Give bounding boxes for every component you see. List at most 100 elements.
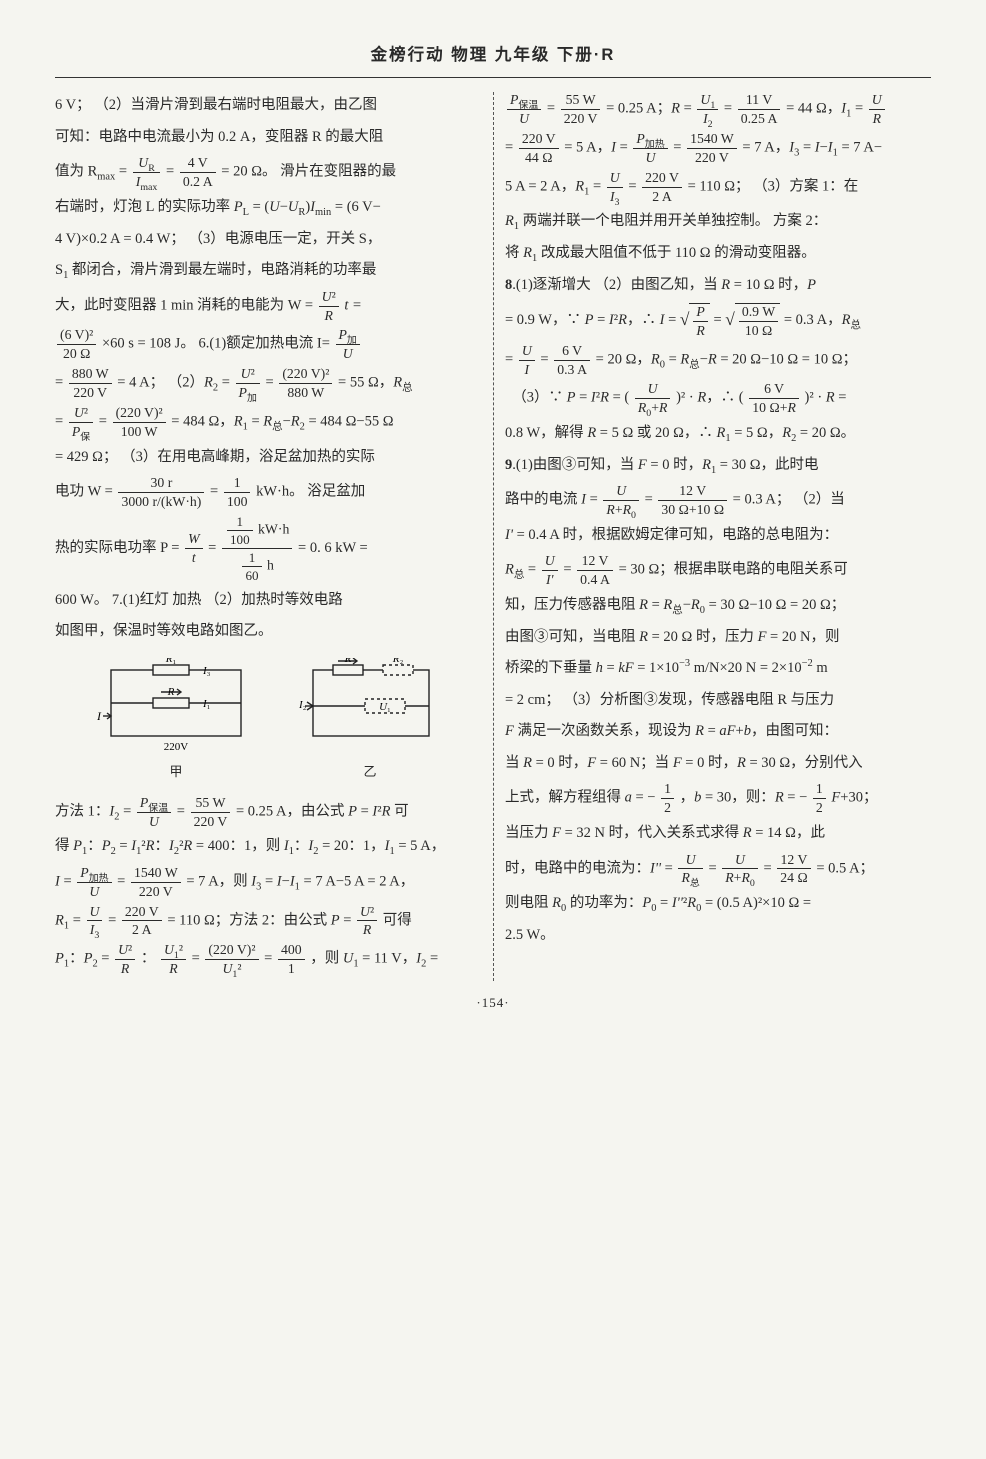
- numerator: (220 V)²: [279, 366, 332, 384]
- r-p15: 知，压力传感器电阻 R = R总−R0 = 30 Ω−10 Ω = 20 Ω；: [505, 592, 931, 620]
- fraction: 1540 W 220 V: [131, 865, 181, 900]
- r-p18: = 2 cm； （3）分析图③发现，传感器电阻 R 与压力: [505, 687, 931, 715]
- l-p2: 右端时，灯泡 L 的实际功率 PL = (U−UR)Imin = (6 V−: [55, 194, 481, 222]
- d: I: [519, 361, 535, 378]
- n: U: [869, 92, 885, 110]
- unit: kW·h: [255, 521, 290, 536]
- l-p10: 电功 W = 30 r 3000 r/(kW·h) = 1 100 kW·h。 …: [55, 475, 481, 510]
- fraction: 0.9 W 10 Ω: [739, 304, 778, 339]
- n: 55 W: [561, 92, 601, 110]
- fraction: 4 V 0.2 A: [180, 155, 216, 190]
- txt: =: [177, 803, 185, 819]
- l-p1c: 值为 Rmax = UR Imax = 4 V 0.2 A = 20 Ω。 滑片…: [55, 155, 481, 190]
- txt: 热的实际电功率 P =: [55, 540, 179, 556]
- l-p8: = U² P保 = (220 V)² 100 W = 484 Ω，R1 = R总…: [55, 405, 481, 440]
- n: U1²: [161, 942, 186, 960]
- r-p19: F 满足一次函数关系，现设为 R = aF+b，由图可知：: [505, 718, 931, 746]
- fraction: U R: [869, 92, 885, 127]
- n: U: [603, 483, 639, 501]
- numerator: 1: [224, 475, 251, 493]
- fraction: U² R: [319, 289, 339, 324]
- n: U²: [357, 904, 377, 922]
- n: P加热: [77, 865, 111, 883]
- numerator: P加: [336, 327, 360, 345]
- txt: =: [55, 375, 63, 391]
- txt: =: [505, 140, 513, 156]
- txt: =: [192, 951, 200, 967]
- n: 1540 W: [131, 865, 181, 883]
- numerator: (220 V)²: [113, 405, 166, 423]
- n: 1: [813, 781, 826, 799]
- n: U1: [697, 92, 718, 110]
- r-p17: 桥梁的下垂量 h = kF = 1×10−3 m/N×20 N = 2×10−2…: [505, 655, 931, 683]
- l-p1b: 可知：电路中电流最小为 0.2 A，变阻器 R 的最大阻: [55, 124, 481, 152]
- fraction: P R: [693, 304, 707, 339]
- n: U: [519, 343, 535, 361]
- sqrt: P R: [680, 303, 710, 339]
- txt: ×60 s = 108 J。 6.(1)额定加热电流 I=: [102, 336, 330, 352]
- fraction: 6 V 0.3 A: [554, 343, 590, 378]
- l-p9: = 429 Ω； （3）在用电高峰期，浴足盆加热的实际: [55, 444, 481, 472]
- fraction: P保温 U: [137, 795, 171, 830]
- d: R总: [678, 869, 702, 886]
- txt: =: [117, 874, 125, 890]
- svg-text:R₁: R₁: [165, 658, 177, 665]
- fraction: U R+R0: [603, 483, 639, 518]
- txt: =: [713, 312, 721, 328]
- d: R: [161, 960, 186, 977]
- txt: =: [763, 860, 771, 876]
- inner-fraction: 1 60: [242, 550, 261, 583]
- fraction: 12 V 24 Ω: [777, 852, 810, 887]
- n: U: [722, 852, 758, 870]
- fraction: 1 2: [813, 781, 826, 816]
- l-p18: P1：P2 = U² R ： U1² R = (220 V)² U1² = 40…: [55, 942, 481, 977]
- d: 10 Ω: [739, 322, 778, 339]
- r-p12: 路中的电流 I = U R+R0 = 12 V 30 Ω+10 Ω = 0.3 …: [505, 483, 931, 518]
- n: 1: [242, 550, 261, 567]
- numerator: 1 100 kW·h: [222, 514, 292, 549]
- l-p7: = 880 W 220 V = 4 A； （2）R2 = U² P加 = (22…: [55, 366, 481, 401]
- d: 220 V: [191, 813, 231, 830]
- fraction: P加热 U: [77, 865, 111, 900]
- svg-text:I₃: I₃: [202, 665, 211, 677]
- txt: =: [563, 562, 571, 578]
- txt: =: [708, 860, 716, 876]
- denominator: 20 Ω: [57, 345, 96, 362]
- n: 0.9 W: [739, 304, 778, 322]
- r-p7: = 0.9 W，∵ P = I²R，∴ I = P R = 0.9 W 10 Ω…: [505, 303, 931, 339]
- n: (220 V)²: [205, 942, 258, 960]
- n: 220 V: [122, 904, 162, 922]
- txt: = 0.5 A；: [816, 860, 874, 876]
- fraction: U² P保: [69, 405, 93, 440]
- fraction: 55 W 220 V: [191, 795, 231, 830]
- txt: = 30 Ω；根据串联电路的电阻关系可: [619, 562, 848, 578]
- fraction: U² R: [115, 942, 135, 977]
- d: R+R0: [603, 501, 639, 518]
- numerator: 30 r: [118, 475, 204, 493]
- d: 220 V: [131, 883, 181, 900]
- d: U: [507, 110, 541, 127]
- txt: =: [266, 375, 274, 391]
- fraction: 400 1: [278, 942, 305, 977]
- r-p11: 9.(1)由图③可知，当 F = 0 时，R1 = 30 Ω，此时电: [505, 452, 931, 480]
- d: I2: [697, 110, 718, 127]
- denominator: 3000 r/(kW·h): [118, 493, 204, 510]
- denominator: 100: [224, 493, 251, 510]
- svg-text:220V: 220V: [164, 741, 189, 753]
- numerator: 4 V: [180, 155, 216, 173]
- caption-yi: 乙: [363, 760, 376, 785]
- n: 12 V: [777, 852, 810, 870]
- l-p6: (6 V)² 20 Ω ×60 s = 108 J。 6.(1)额定加热电流 I…: [55, 327, 481, 362]
- n: 55 W: [191, 795, 231, 813]
- r-p25: 2.5 W。: [505, 922, 931, 950]
- svg-text:R: R: [344, 658, 352, 665]
- circuit-jia: R₁ I₃ R I₁ I 220V 甲: [91, 658, 261, 785]
- svg-text:R: R: [167, 686, 175, 698]
- fraction: (220 V)² 100 W: [113, 405, 166, 440]
- n: U: [678, 852, 702, 870]
- complex-fraction: 1 100 kW·h 1 60 h: [222, 514, 292, 583]
- denominator: t: [185, 549, 202, 566]
- r-p21: 上式，解方程组得 a = − 1 2 ，b = 30，则：R = − 1 2 F…: [505, 781, 931, 816]
- page-number: ·154·: [55, 991, 931, 1016]
- fraction: U I: [519, 343, 535, 378]
